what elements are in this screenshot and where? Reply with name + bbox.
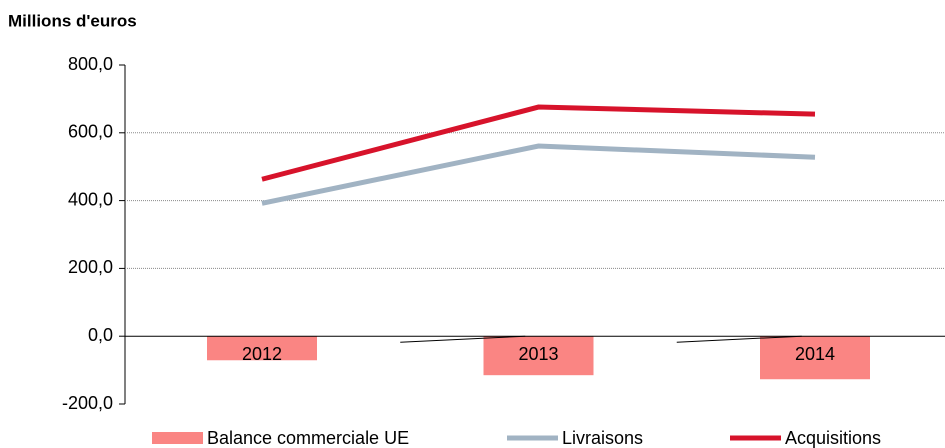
legend-label: Livraisons bbox=[562, 428, 643, 448]
y-tick-label: 0,0 bbox=[88, 325, 113, 345]
line bbox=[261, 104, 816, 182]
x-tick bbox=[676, 335, 802, 343]
y-tick-label: 600,0 bbox=[68, 122, 113, 142]
y-tick-label: -200,0 bbox=[62, 393, 113, 413]
legend-label: Balance commerciale UE bbox=[207, 428, 409, 448]
y-tick-label: 400,0 bbox=[68, 189, 113, 209]
chart-title: Millions d'euros bbox=[8, 11, 137, 30]
y-tick-label: 800,0 bbox=[68, 54, 113, 74]
line bbox=[261, 143, 816, 206]
bar bbox=[207, 336, 317, 361]
x-tick-label: 2014 bbox=[795, 344, 835, 364]
x-tick bbox=[400, 335, 526, 343]
bar bbox=[483, 336, 594, 376]
x-tick-label: 2012 bbox=[242, 344, 282, 364]
legend-swatch bbox=[152, 432, 203, 444]
y-tick-label: 200,0 bbox=[68, 257, 113, 277]
x-tick-label: 2013 bbox=[518, 344, 558, 364]
bar bbox=[760, 336, 870, 380]
legend-label: Acquisitions bbox=[785, 428, 881, 448]
